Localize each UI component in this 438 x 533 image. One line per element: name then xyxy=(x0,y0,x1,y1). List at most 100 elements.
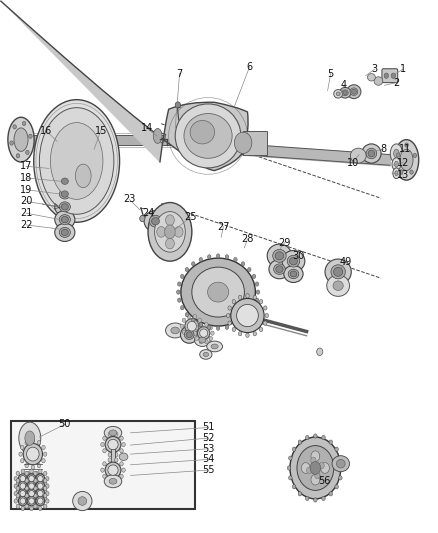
Circle shape xyxy=(32,484,35,488)
Circle shape xyxy=(208,325,211,329)
Circle shape xyxy=(228,321,231,325)
Circle shape xyxy=(30,491,33,496)
Ellipse shape xyxy=(166,215,174,225)
Circle shape xyxy=(120,474,123,479)
Circle shape xyxy=(39,469,42,473)
Circle shape xyxy=(43,452,47,456)
Ellipse shape xyxy=(199,337,206,343)
Circle shape xyxy=(16,471,20,475)
Circle shape xyxy=(14,477,18,481)
Circle shape xyxy=(103,449,106,453)
Text: 5: 5 xyxy=(328,69,334,78)
Circle shape xyxy=(21,499,25,503)
Circle shape xyxy=(35,486,38,490)
Circle shape xyxy=(43,479,47,483)
Circle shape xyxy=(16,489,20,494)
Circle shape xyxy=(42,445,45,450)
Circle shape xyxy=(405,143,408,147)
Circle shape xyxy=(252,274,256,279)
Text: 28: 28 xyxy=(241,234,254,244)
Circle shape xyxy=(225,325,229,329)
Text: 30: 30 xyxy=(293,251,305,261)
Ellipse shape xyxy=(284,265,303,282)
PathPatch shape xyxy=(160,102,248,171)
Ellipse shape xyxy=(175,104,241,168)
Circle shape xyxy=(16,497,20,501)
Ellipse shape xyxy=(394,140,419,180)
Circle shape xyxy=(26,497,29,501)
Circle shape xyxy=(246,333,249,337)
Ellipse shape xyxy=(75,164,91,188)
Ellipse shape xyxy=(336,459,345,468)
Circle shape xyxy=(180,324,184,328)
Circle shape xyxy=(191,318,195,322)
Circle shape xyxy=(199,340,203,344)
Circle shape xyxy=(225,255,229,259)
Text: 56: 56 xyxy=(318,476,330,486)
Circle shape xyxy=(25,489,28,494)
Circle shape xyxy=(322,496,325,500)
Circle shape xyxy=(39,484,42,488)
Ellipse shape xyxy=(184,330,194,340)
Ellipse shape xyxy=(362,144,381,163)
Circle shape xyxy=(108,432,112,437)
Circle shape xyxy=(114,453,118,457)
Ellipse shape xyxy=(311,474,320,485)
Ellipse shape xyxy=(166,238,174,249)
Circle shape xyxy=(232,300,236,304)
Circle shape xyxy=(25,440,28,445)
Circle shape xyxy=(32,491,35,496)
Ellipse shape xyxy=(28,490,34,497)
Circle shape xyxy=(34,479,37,483)
Circle shape xyxy=(264,321,267,325)
Circle shape xyxy=(25,464,28,468)
Circle shape xyxy=(193,314,197,319)
Ellipse shape xyxy=(307,467,312,473)
Circle shape xyxy=(252,305,256,310)
Ellipse shape xyxy=(332,456,350,472)
Circle shape xyxy=(28,484,32,488)
Circle shape xyxy=(177,298,181,302)
Text: 29: 29 xyxy=(279,238,291,247)
Text: 13: 13 xyxy=(397,170,409,180)
Text: 18: 18 xyxy=(20,173,32,183)
Circle shape xyxy=(34,497,37,501)
Ellipse shape xyxy=(55,211,75,229)
Ellipse shape xyxy=(152,217,159,225)
Circle shape xyxy=(233,322,237,327)
Circle shape xyxy=(103,474,106,479)
Circle shape xyxy=(226,313,230,318)
Ellipse shape xyxy=(275,252,284,260)
Ellipse shape xyxy=(55,198,75,216)
Text: 53: 53 xyxy=(202,444,214,454)
Circle shape xyxy=(16,482,20,486)
Circle shape xyxy=(305,435,309,440)
Circle shape xyxy=(329,440,332,444)
Circle shape xyxy=(298,492,302,496)
Ellipse shape xyxy=(59,228,71,237)
Text: 21: 21 xyxy=(20,208,32,218)
Circle shape xyxy=(241,318,245,322)
Ellipse shape xyxy=(190,120,215,144)
Circle shape xyxy=(30,469,33,473)
Circle shape xyxy=(34,486,37,490)
Ellipse shape xyxy=(331,265,345,279)
Circle shape xyxy=(42,458,45,463)
Circle shape xyxy=(255,282,259,286)
Circle shape xyxy=(185,312,189,317)
Text: 6: 6 xyxy=(247,62,253,71)
Circle shape xyxy=(103,462,106,466)
Bar xyxy=(111,446,115,466)
Circle shape xyxy=(26,486,29,490)
Circle shape xyxy=(19,452,22,456)
Ellipse shape xyxy=(144,211,167,232)
Circle shape xyxy=(39,491,42,496)
Circle shape xyxy=(39,477,42,481)
Ellipse shape xyxy=(166,323,185,338)
Ellipse shape xyxy=(274,264,285,274)
Ellipse shape xyxy=(20,498,25,504)
Circle shape xyxy=(238,332,242,336)
Circle shape xyxy=(182,330,186,334)
Ellipse shape xyxy=(374,77,383,85)
Text: 12: 12 xyxy=(397,158,409,167)
